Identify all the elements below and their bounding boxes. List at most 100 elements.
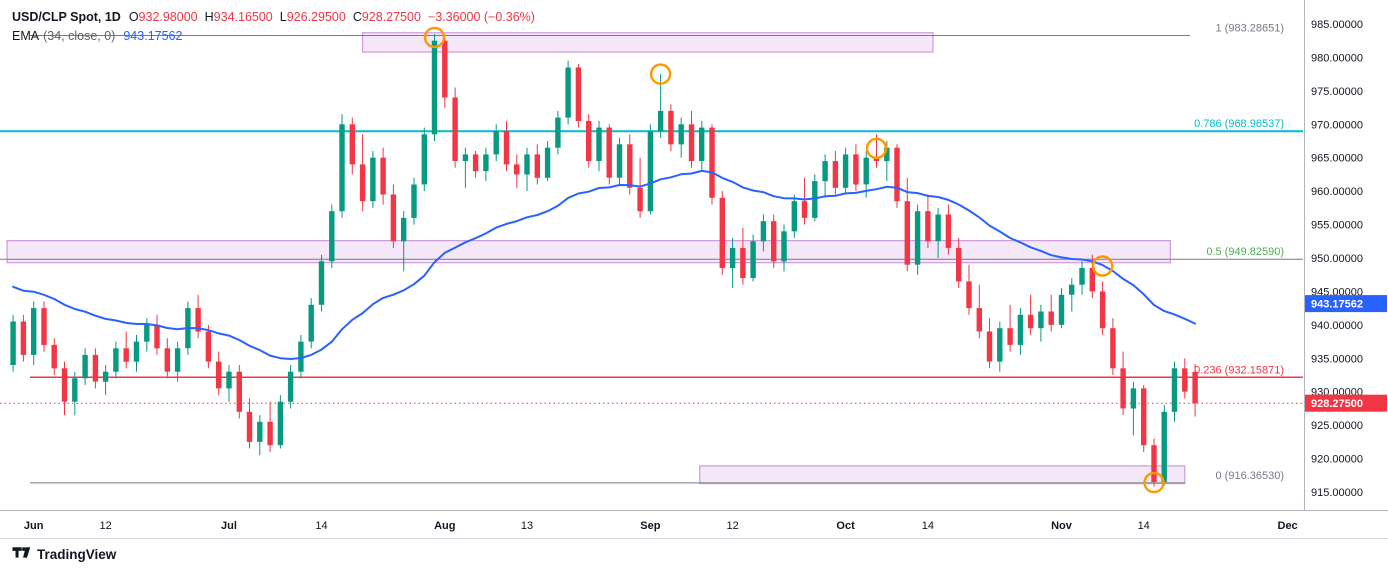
price-axis[interactable]: 985.00000 980.00000 975.00000 970.00000 965.…	[1305, 19, 1387, 499]
candle-body	[801, 201, 808, 218]
candle-body	[822, 161, 828, 182]
candle-body	[41, 308, 47, 345]
price-tick-label: 920.00000	[1311, 454, 1363, 466]
candle-body	[771, 221, 777, 262]
candle-body	[1099, 291, 1106, 329]
candle-body	[10, 321, 16, 365]
candle-body	[113, 348, 119, 372]
supply-demand-zone	[6, 240, 1172, 264]
candle-body	[462, 154, 469, 162]
candle-body	[657, 110, 664, 131]
price-tick-label: 985.00000	[1311, 19, 1363, 31]
candle-body	[904, 201, 910, 265]
candle-body	[51, 344, 57, 369]
time-tick-label: Dec	[1278, 520, 1298, 532]
candle-body	[524, 154, 530, 175]
candle-body	[688, 124, 695, 162]
candle-body	[945, 214, 952, 248]
time-tick-label: Jun	[24, 520, 44, 532]
chart-legend: USD/CLP Spot, 1D O932.98000 H934.16500 L…	[12, 8, 535, 46]
high-value: H934.16500	[204, 10, 273, 24]
highlight-circle	[1143, 471, 1165, 494]
fib-level-label: 1 (983.28651)	[1216, 23, 1285, 35]
candle-body	[329, 211, 335, 262]
candle-body	[390, 194, 397, 242]
candle-body	[472, 154, 479, 172]
price-tick-label: 980.00000	[1311, 52, 1363, 64]
candle-body	[729, 248, 736, 269]
supply-demand-zones	[6, 32, 1186, 485]
candle-body	[503, 131, 510, 165]
price-tick-label: 965.00000	[1311, 153, 1363, 165]
time-axis[interactable]: Jun 12 Jul 14 Aug 13 Sep 12 Oct 14 Nov 14 Dec	[24, 520, 1298, 532]
time-tick-label: 14	[922, 520, 934, 532]
candle-body	[1079, 268, 1085, 285]
tradingview-logo[interactable]: TradingView	[12, 546, 116, 562]
candle-body	[421, 134, 427, 185]
candle-body	[349, 124, 355, 165]
candle-body	[575, 67, 582, 121]
candle-body	[339, 124, 345, 212]
candle-body	[401, 217, 407, 242]
candle-body	[1182, 368, 1188, 392]
candle-body	[627, 144, 633, 188]
time-tick-label: Jul	[221, 520, 237, 532]
candle-body	[719, 197, 725, 268]
ema-indicator-value: 943.17562	[123, 29, 183, 43]
candle-body	[174, 348, 181, 372]
candle-body	[1089, 268, 1095, 292]
candle-body	[154, 324, 160, 349]
candle-body	[1007, 328, 1013, 345]
price-tick-label: 915.00000	[1311, 487, 1363, 499]
candle-body	[616, 144, 623, 178]
candle-body	[205, 331, 212, 362]
candle-body	[1151, 445, 1157, 482]
footer-bar: TradingView	[0, 539, 1388, 575]
candle-body	[123, 348, 129, 362]
candle-body	[986, 331, 993, 362]
price-tick-label: 950.00000	[1311, 253, 1363, 265]
candle-body	[1048, 311, 1054, 325]
candle-body	[935, 214, 941, 242]
symbol-legend-row: USD/CLP Spot, 1D O932.98000 H934.16500 L…	[12, 8, 535, 27]
candle-body	[853, 154, 859, 185]
candle-body	[72, 378, 78, 402]
candles	[10, 34, 1198, 487]
candle-body	[1038, 311, 1044, 329]
candle-body	[976, 308, 982, 332]
tradingview-logo-text: TradingView	[37, 546, 117, 562]
indicator-legend-row: EMA (34, close, 0) 943.17562	[12, 27, 535, 46]
candle-body	[699, 127, 705, 161]
highlight-circle	[1091, 255, 1114, 277]
candle-body	[586, 120, 592, 161]
price-tick-label: 960.00000	[1311, 186, 1363, 198]
last-price-badge-text: 928.27500	[1311, 398, 1363, 410]
candle-body	[164, 348, 170, 372]
close-value: C928.27500	[352, 10, 421, 24]
symbol-title[interactable]: USD/CLP Spot, 1D	[12, 10, 121, 24]
candle-body	[133, 341, 140, 362]
candle-body	[842, 154, 849, 188]
candle-body	[82, 354, 88, 379]
candle-body	[565, 67, 571, 118]
candle-body	[894, 147, 900, 202]
ema-indicator-params: (34, close, 0)	[43, 29, 116, 43]
time-tick-label: 14	[1138, 520, 1150, 532]
time-tick-label: 13	[521, 520, 533, 532]
price-tick-label: 970.00000	[1311, 119, 1363, 131]
candle-body	[863, 157, 869, 185]
ema-price-badge-text: 943.17562	[1311, 299, 1363, 311]
candle-body	[709, 127, 715, 198]
ema-line	[12, 169, 1197, 360]
supply-demand-zone	[699, 465, 1186, 485]
candle-body	[442, 40, 448, 98]
candle-body	[1130, 388, 1137, 409]
candle-body	[781, 231, 787, 262]
candle-body	[257, 421, 263, 442]
price-tick-label: 955.00000	[1311, 220, 1363, 232]
time-tick-label: Sep	[640, 520, 660, 532]
candle-body	[678, 124, 684, 145]
ema-indicator-label[interactable]: EMA	[12, 29, 40, 43]
